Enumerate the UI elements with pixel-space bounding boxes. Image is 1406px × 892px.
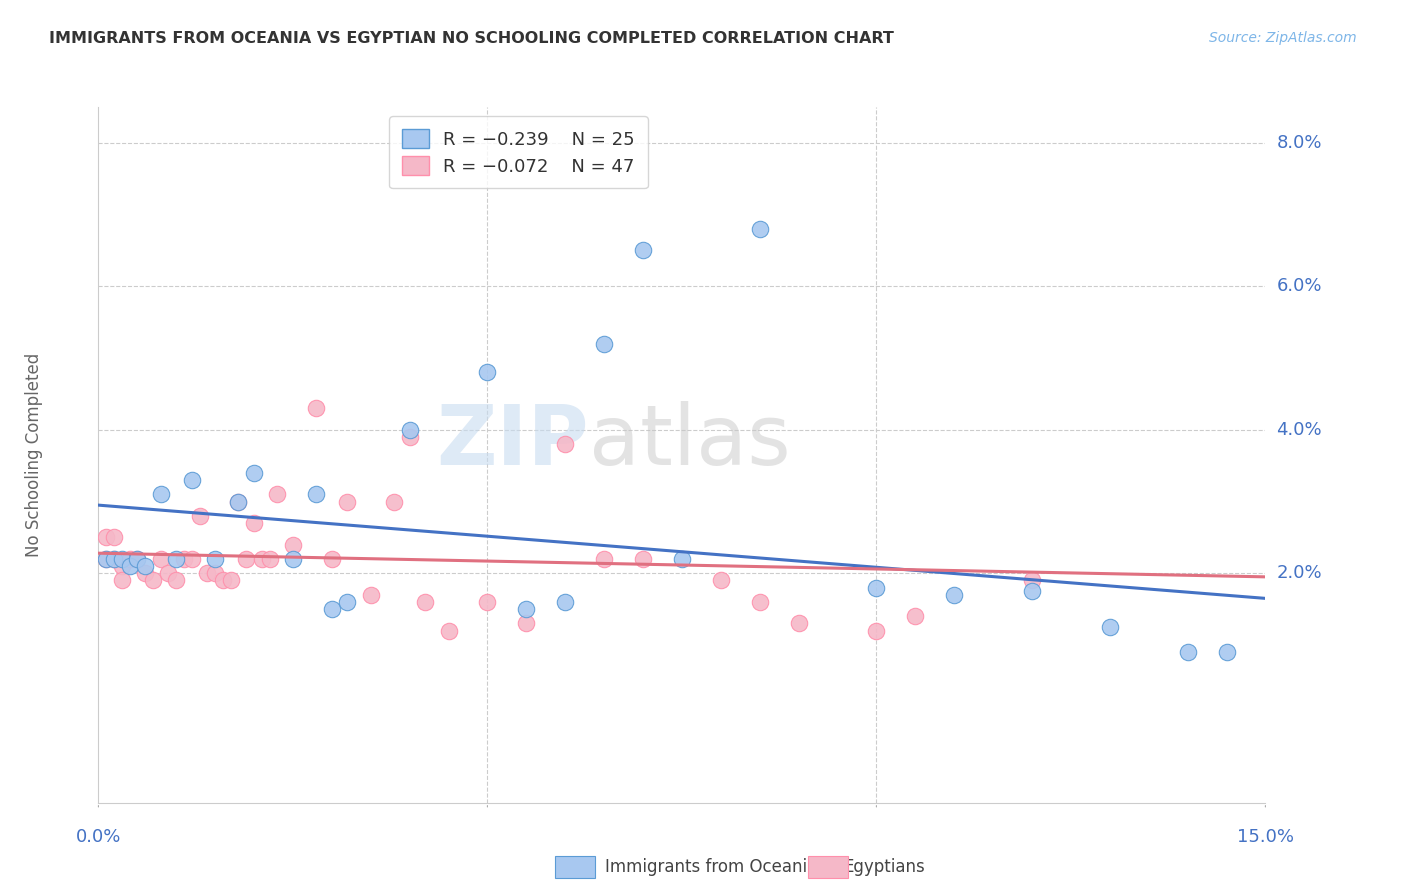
Point bbox=[96, 552, 118, 566]
Point bbox=[515, 616, 537, 631]
Point bbox=[243, 466, 266, 480]
Point bbox=[142, 574, 165, 588]
Point bbox=[631, 244, 654, 258]
Text: Egyptians: Egyptians bbox=[844, 858, 925, 876]
Point bbox=[118, 552, 141, 566]
Point bbox=[219, 574, 242, 588]
Point bbox=[259, 552, 281, 566]
Point bbox=[1021, 584, 1043, 599]
Point bbox=[281, 552, 304, 566]
Text: 6.0%: 6.0% bbox=[1277, 277, 1322, 295]
Text: 15.0%: 15.0% bbox=[1237, 828, 1294, 846]
Text: 2.0%: 2.0% bbox=[1277, 565, 1322, 582]
Point bbox=[437, 624, 460, 638]
Point bbox=[593, 336, 616, 351]
Point bbox=[96, 530, 118, 544]
Point bbox=[118, 559, 141, 574]
Legend: R = −0.239    N = 25, R = −0.072    N = 47: R = −0.239 N = 25, R = −0.072 N = 47 bbox=[389, 116, 648, 188]
Point bbox=[398, 430, 420, 444]
Point bbox=[1215, 645, 1237, 659]
Point bbox=[266, 487, 288, 501]
Point bbox=[281, 538, 304, 552]
Point bbox=[103, 530, 125, 544]
Point bbox=[235, 552, 257, 566]
Text: 0.0%: 0.0% bbox=[76, 828, 121, 846]
Text: atlas: atlas bbox=[589, 401, 790, 482]
Point bbox=[336, 595, 359, 609]
Point bbox=[103, 552, 125, 566]
Text: Immigrants from Oceania: Immigrants from Oceania bbox=[605, 858, 817, 876]
Point bbox=[321, 602, 343, 616]
Point bbox=[631, 552, 654, 566]
Point bbox=[413, 595, 436, 609]
Point bbox=[748, 222, 770, 236]
Point bbox=[1098, 620, 1121, 634]
Point bbox=[477, 595, 499, 609]
Point bbox=[157, 566, 180, 581]
Point bbox=[195, 566, 218, 581]
Point bbox=[96, 552, 118, 566]
Point bbox=[250, 552, 273, 566]
Point bbox=[180, 552, 202, 566]
Point bbox=[134, 566, 156, 581]
Point bbox=[1177, 645, 1199, 659]
Point bbox=[127, 552, 149, 566]
Point bbox=[134, 559, 156, 574]
Point bbox=[228, 494, 250, 508]
Point bbox=[103, 552, 125, 566]
Point bbox=[173, 552, 195, 566]
Point bbox=[204, 566, 226, 581]
Point bbox=[398, 423, 420, 437]
Point bbox=[149, 487, 172, 501]
Point bbox=[1021, 574, 1043, 588]
Point bbox=[321, 552, 343, 566]
Point bbox=[149, 552, 172, 566]
Point bbox=[111, 552, 134, 566]
Point bbox=[228, 494, 250, 508]
Point bbox=[188, 508, 211, 523]
Point bbox=[865, 624, 887, 638]
Point bbox=[787, 616, 810, 631]
Point bbox=[360, 588, 382, 602]
Point bbox=[305, 401, 328, 416]
Point bbox=[111, 559, 134, 574]
Point bbox=[943, 588, 966, 602]
Point bbox=[477, 366, 499, 380]
Text: 4.0%: 4.0% bbox=[1277, 421, 1322, 439]
Point bbox=[382, 494, 405, 508]
Point bbox=[554, 595, 576, 609]
Point bbox=[180, 473, 202, 487]
Point bbox=[336, 494, 359, 508]
Point bbox=[865, 581, 887, 595]
Text: ZIP: ZIP bbox=[436, 401, 589, 482]
Point bbox=[748, 595, 770, 609]
Point bbox=[904, 609, 927, 624]
Point bbox=[593, 552, 616, 566]
Point bbox=[710, 574, 733, 588]
Point bbox=[111, 574, 134, 588]
Point bbox=[243, 516, 266, 530]
Text: Source: ZipAtlas.com: Source: ZipAtlas.com bbox=[1209, 31, 1357, 45]
Point bbox=[165, 574, 187, 588]
Point bbox=[212, 574, 235, 588]
Point bbox=[204, 552, 226, 566]
Point bbox=[165, 552, 187, 566]
Text: IMMIGRANTS FROM OCEANIA VS EGYPTIAN NO SCHOOLING COMPLETED CORRELATION CHART: IMMIGRANTS FROM OCEANIA VS EGYPTIAN NO S… bbox=[49, 31, 894, 46]
Text: No Schooling Completed: No Schooling Completed bbox=[25, 353, 44, 557]
Point bbox=[671, 552, 693, 566]
Point bbox=[515, 602, 537, 616]
Point bbox=[305, 487, 328, 501]
Point bbox=[554, 437, 576, 451]
Point bbox=[127, 552, 149, 566]
Text: 8.0%: 8.0% bbox=[1277, 134, 1322, 152]
